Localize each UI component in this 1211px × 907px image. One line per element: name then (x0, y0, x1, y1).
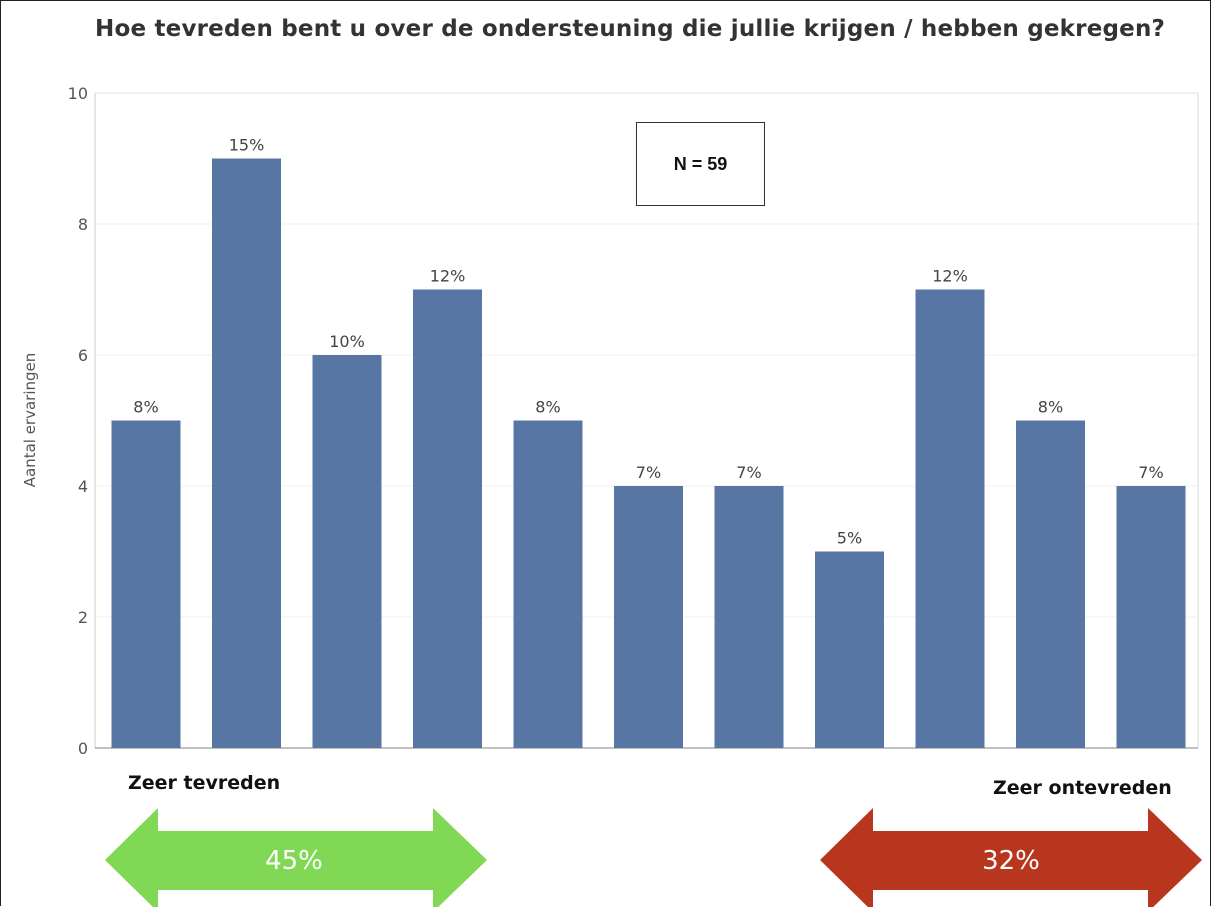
bar-data-label: 5% (837, 529, 862, 548)
bar-data-label: 12% (430, 267, 466, 286)
bar (513, 420, 583, 748)
right-arrow-percent: 32% (982, 846, 1040, 876)
left-arrow-percent: 45% (265, 846, 323, 876)
y-tick-label: 2 (78, 608, 88, 627)
bar (1116, 486, 1186, 748)
bar-data-label: 10% (329, 332, 365, 351)
bar-data-label: 8% (133, 398, 158, 417)
bar-data-label: 12% (932, 267, 968, 286)
y-tick-label: 0 (78, 739, 88, 758)
right-arrow: 32% (820, 808, 1202, 907)
bar (714, 486, 784, 748)
bar (915, 289, 985, 748)
right-arrow-shape (820, 808, 1202, 907)
y-tick-label: 8 (78, 215, 88, 234)
bar (815, 551, 884, 748)
sample-size-box: N = 59 (636, 122, 765, 206)
bar (413, 289, 482, 748)
bar (614, 486, 683, 748)
bar-labels: 8% 15% 10% 12% 8% 7% 7% 5% 12% 8% 7% (133, 136, 1163, 548)
left-scale-label: Zeer tevreden (128, 772, 281, 794)
bar-data-label: 7% (736, 463, 761, 482)
y-tick-label: 6 (78, 346, 88, 365)
bar (312, 355, 382, 748)
bars (111, 158, 1186, 748)
right-scale-label: Zeer ontevreden (993, 777, 1172, 799)
y-tick-label: 4 (78, 477, 88, 496)
bar (111, 420, 181, 748)
sample-size-text: N = 59 (673, 153, 728, 174)
bar-data-label: 15% (229, 136, 265, 155)
bar-data-label: 7% (1138, 463, 1163, 482)
bar (212, 158, 281, 748)
bar (1016, 420, 1085, 748)
bar-data-label: 8% (535, 398, 560, 417)
bar-data-label: 8% (1038, 398, 1063, 417)
axes: 0 2 4 6 8 10 (68, 84, 1199, 758)
left-arrow-shape (105, 808, 487, 907)
chart-title: Hoe tevreden bent u over de ondersteunin… (95, 16, 1166, 42)
y-tick-label: 10 (68, 84, 88, 103)
bar-data-label: 7% (636, 463, 661, 482)
y-axis-label: Aantal ervaringen (21, 353, 39, 488)
left-arrow: 45% (105, 808, 487, 907)
